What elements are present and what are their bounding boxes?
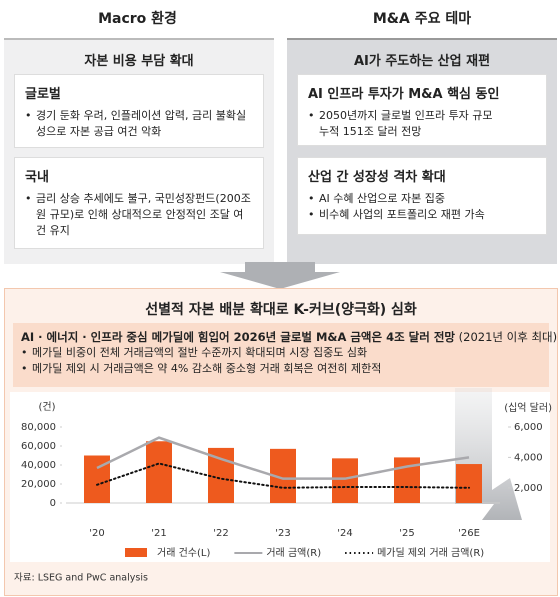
bullet: 비수혜 사업의 포트폴리오 재편 가속 [308, 207, 536, 223]
right-panel: AI가 주도하는 산업 재편 AI 인프라 투자가 M&A 핵심 동인 2050… [287, 38, 557, 264]
y-tick-label: 60,000 [21, 441, 56, 452]
x-tick-label: '22 [213, 528, 228, 539]
arrow-shape [220, 262, 340, 289]
left-panel: 자본 비용 부담 확대 글로벌 경기 둔화 우려, 인플레이션 압력, 금리 불… [4, 38, 274, 264]
y-axis-label: (건) [38, 401, 55, 413]
card-title: 글로벌 [25, 87, 61, 102]
bullet: AI 수혜 산업으로 자본 집중 [308, 191, 536, 207]
x-tick-label: '24 [337, 528, 352, 539]
card: AI 인프라 투자가 M&A 핵심 동인 2050년까지 글로벌 인프라 투자 … [297, 74, 547, 146]
y-tick-label: 0 [50, 498, 56, 509]
bar [332, 458, 358, 503]
x-tick-label: '26E [458, 528, 480, 539]
legend-swatch [125, 548, 147, 557]
x-tick-label: '21 [151, 528, 166, 539]
header-left: Macro 환경 [98, 11, 177, 27]
highlight: AI · 에너지 · 인프라 중심 메가딜에 힘입어 2026년 글로벌 M&A… [21, 330, 456, 344]
card: 국내 금리 상승 추세에도 불구, 국민성장펀드(200조 원 규모)로 인해 … [14, 157, 264, 249]
y2-tick-label: 2,000 [514, 483, 543, 494]
y2-tick-label: 4,000 [514, 452, 543, 463]
bullet: 경기 둔화 우려, 인플레이션 압력, 금리 불확실성으로 자본 공급 여건 악… [25, 108, 253, 140]
bullet: 메가딜 비중이 전체 거래금액의 절반 수준까지 확대되며 시장 집중도 심화 [21, 345, 541, 361]
y2-tick-label: 6,000 [514, 422, 543, 433]
bullet: 금리 상승 추세에도 불구, 국민성장펀드(200조 원 규모)로 인해 상대적… [25, 191, 253, 239]
legend-label: 거래 금액(R) [266, 547, 321, 559]
down-arrow [220, 262, 340, 289]
y-tick-label: 20,000 [21, 479, 56, 490]
legend-label: 메가딜 제외 거래 금액(R) [377, 547, 484, 559]
bar [456, 464, 482, 503]
x-tick-label: '25 [399, 528, 414, 539]
card: 산업 간 성장성 격차 확대 AI 수혜 산업으로 자본 집중 비수혜 사업의 … [297, 157, 547, 235]
header-right: M&A 주요 테마 [372, 11, 472, 27]
source: 자료: LSEG and PwC analysis [14, 573, 148, 584]
card-title: 산업 간 성장성 격차 확대 [308, 170, 446, 185]
summary-title: 선별적 자본 배분 확대로 K-커브(양극화) 심화 [145, 302, 417, 318]
bar [146, 441, 172, 503]
panel-title: AI가 주도하는 산업 재편 [353, 54, 491, 69]
y2-axis-label: (십억 달러) [504, 402, 552, 414]
highlight-box: AI · 에너지 · 인프라 중심 메가딜에 힘입어 2026년 글로벌 M&A… [13, 323, 557, 387]
bullet: 메가딜 제외 시 거래금액은 약 4% 감소해 중소형 거래 회복은 여전히 제… [21, 361, 541, 377]
card-title: AI 인프라 투자가 M&A 핵심 동인 [308, 87, 500, 102]
x-tick-label: '20 [89, 528, 104, 539]
line [96, 436, 470, 480]
card: 글로벌 경기 둔화 우려, 인플레이션 압력, 금리 불확실성으로 자본 공급 … [14, 74, 264, 148]
line [96, 462, 470, 489]
card-title: 국내 [25, 170, 49, 185]
legend-label: 거래 건수(L) [157, 547, 210, 559]
x-tick-label: '23 [275, 528, 290, 539]
bullet: 2050년까지 글로벌 인프라 투자 규모 누적 151조 달러 전망 [308, 108, 536, 140]
panel-title: 자본 비용 부담 확대 [84, 54, 194, 69]
y-tick-label: 40,000 [21, 460, 56, 471]
highlight-note: (2021년 이후 최대) [458, 330, 558, 344]
y-tick-label: 80,000 [21, 422, 56, 433]
highlight-line: AI · 에너지 · 인프라 중심 메가딜에 힘입어 2026년 글로벌 M&A… [21, 329, 557, 345]
